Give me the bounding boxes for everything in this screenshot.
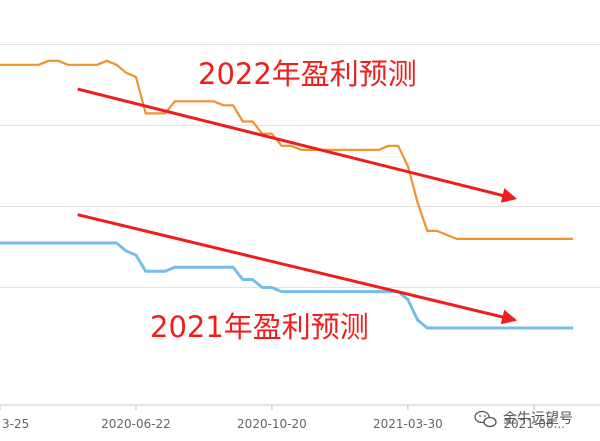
- x-tick-label-3: 2021-03-30: [373, 417, 443, 431]
- x-ticks: 3-25 2020-06-22 2020-10-20 2021-03-30 2021-0…: [0, 405, 565, 431]
- series: [0, 59, 573, 330]
- x-tick-label-4: 2021-06...: [503, 417, 565, 431]
- watermark: 金牛远望号: [474, 410, 573, 428]
- x-tick-label-0: 3-25: [2, 417, 29, 431]
- annotation-2021: 2021年盈利预测: [150, 310, 369, 344]
- gridlines: [0, 44, 600, 289]
- annotation-2022: 2022年盈利预测: [198, 57, 417, 91]
- trend-arrows: [77, 87, 518, 325]
- wechat-icon: [474, 410, 497, 428]
- x-tick-label-1: 2020-06-22: [101, 417, 171, 431]
- series-line-0: [0, 59, 573, 240]
- series-line-1: [0, 241, 573, 330]
- x-tick-label-2: 2020-10-20: [237, 417, 307, 431]
- watermark-text: 金牛远望号: [503, 411, 573, 427]
- trend-arrow-1: [77, 213, 518, 325]
- trend-arrow-0: [77, 87, 518, 203]
